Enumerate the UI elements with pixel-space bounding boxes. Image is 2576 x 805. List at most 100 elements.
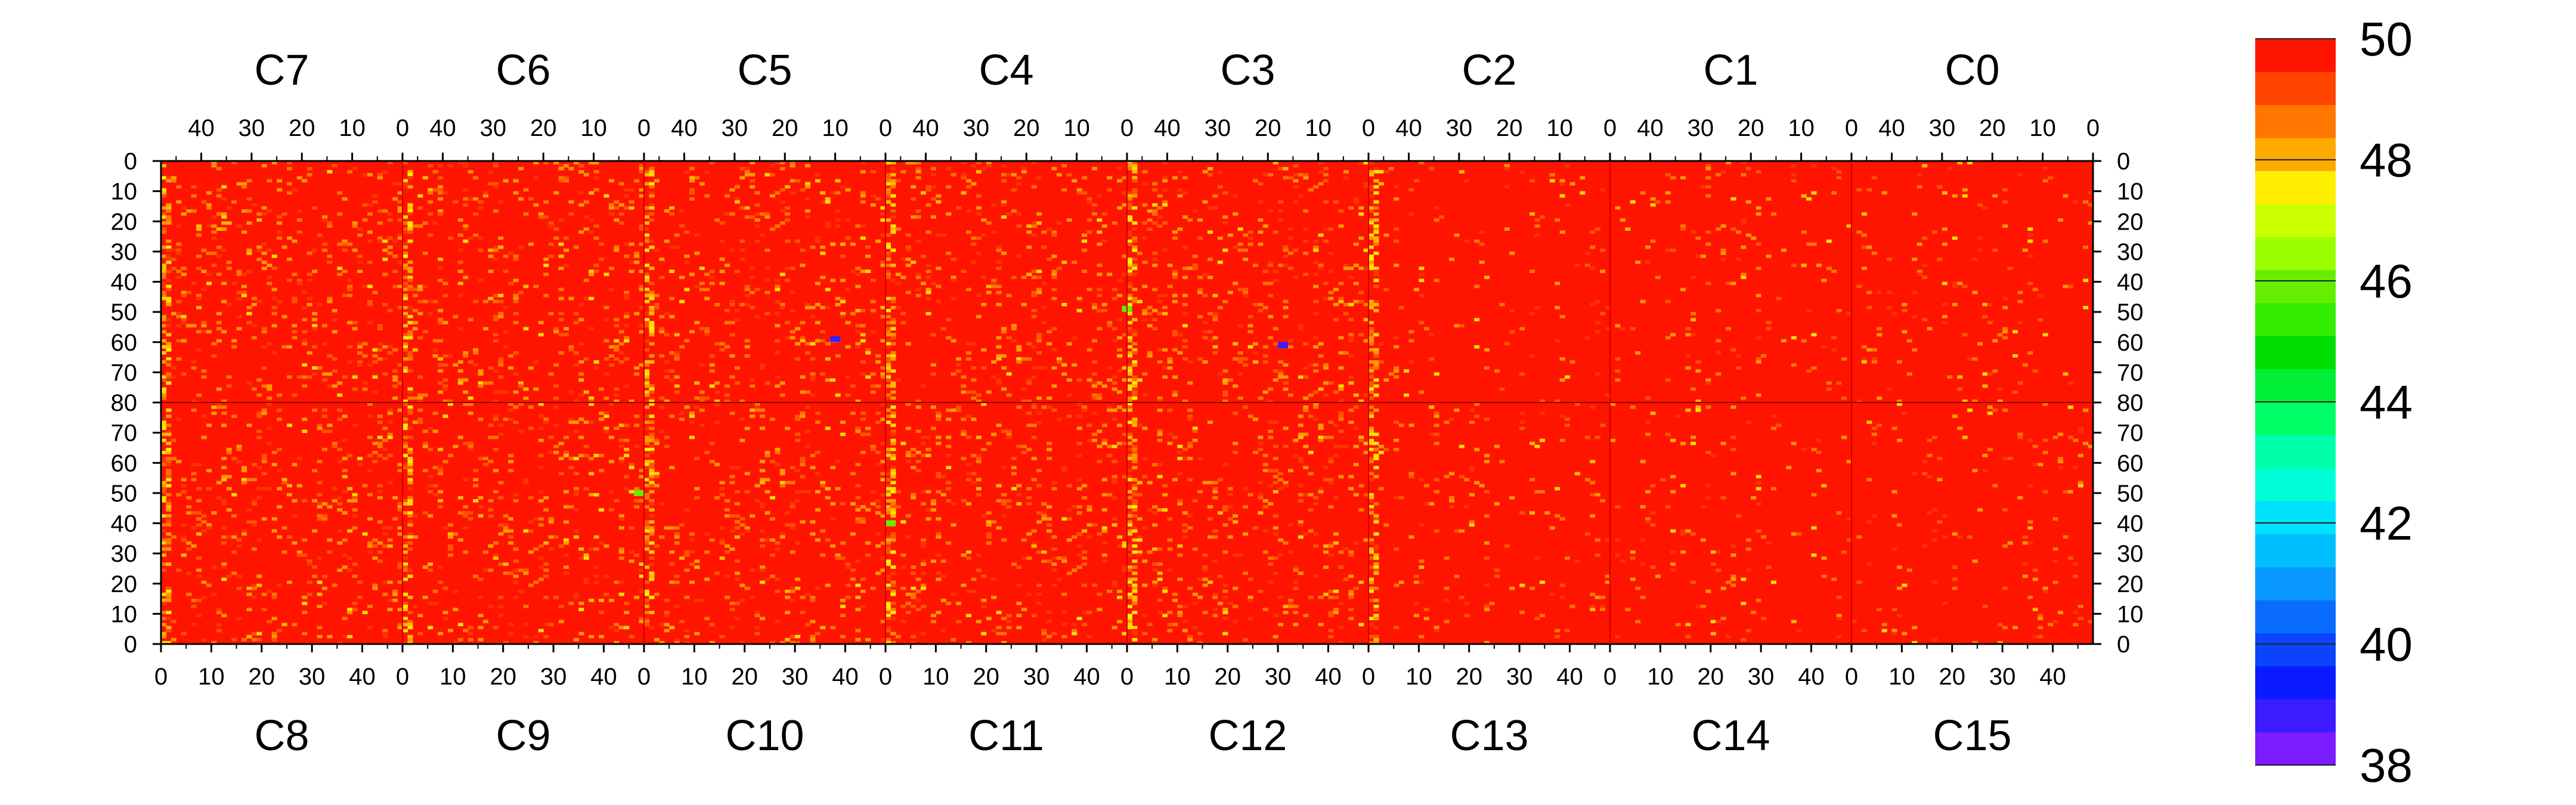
heat-cell bbox=[2017, 299, 2023, 304]
heat-cell bbox=[644, 381, 650, 385]
heat-cell bbox=[618, 626, 624, 630]
heat-cell bbox=[1101, 224, 1107, 228]
heat-cell bbox=[357, 463, 363, 466]
heat-cell bbox=[176, 242, 182, 246]
heat-cell bbox=[2022, 248, 2028, 252]
heat-cell bbox=[905, 233, 911, 237]
heat-cell bbox=[754, 218, 760, 222]
heat-cell bbox=[634, 499, 640, 503]
heat-cell bbox=[332, 309, 338, 312]
heat-cell bbox=[1056, 577, 1062, 581]
heat-cell bbox=[201, 270, 207, 273]
heat-cell bbox=[1716, 351, 1722, 355]
heat-cell bbox=[1313, 273, 1319, 276]
heat-cell bbox=[1097, 264, 1103, 267]
heat-cell bbox=[775, 287, 781, 292]
heat-cell bbox=[402, 402, 408, 406]
heat-cell bbox=[221, 502, 227, 506]
heat-cell bbox=[196, 517, 202, 521]
heat-cell bbox=[206, 526, 212, 530]
heat-cell bbox=[1856, 284, 1862, 289]
heat-cell bbox=[628, 206, 634, 210]
heat-cell bbox=[659, 396, 665, 400]
heat-cell bbox=[573, 493, 579, 497]
heat-cell bbox=[1272, 526, 1278, 530]
heat-cell bbox=[428, 312, 434, 315]
heat-cell bbox=[538, 333, 544, 337]
heat-cell bbox=[785, 206, 791, 210]
heat-cell bbox=[306, 562, 312, 566]
heat-cell bbox=[1202, 273, 1208, 276]
heat-cell bbox=[875, 420, 881, 425]
heat-cell bbox=[1202, 330, 1208, 334]
heat-cell bbox=[1383, 287, 1389, 292]
heat-cell bbox=[1212, 608, 1218, 611]
heat-cell bbox=[463, 227, 469, 231]
heat-cell bbox=[1222, 399, 1228, 403]
heat-cell bbox=[1373, 360, 1379, 364]
heat-cell bbox=[513, 574, 519, 578]
heat-cell bbox=[599, 258, 605, 261]
heat-cell bbox=[649, 173, 655, 177]
heat-cell bbox=[1066, 414, 1072, 418]
heat-cell bbox=[261, 261, 267, 264]
heat-cell bbox=[1262, 281, 1268, 286]
heat-cell bbox=[518, 290, 524, 295]
heat-cell bbox=[1293, 605, 1299, 608]
heat-cell bbox=[1132, 631, 1138, 636]
heat-cell bbox=[649, 296, 655, 301]
heat-cell bbox=[1127, 511, 1133, 515]
heat-cell bbox=[1091, 381, 1097, 385]
heat-cell bbox=[996, 611, 1002, 614]
heat-cell bbox=[402, 423, 408, 428]
heat-cell bbox=[412, 327, 418, 331]
heat-cell bbox=[508, 529, 514, 533]
heat-cell bbox=[895, 505, 901, 509]
heat-cell bbox=[946, 499, 952, 503]
heat-cell bbox=[855, 496, 861, 500]
heat-cell bbox=[166, 287, 172, 292]
heat-cell bbox=[699, 423, 705, 428]
heat-cell bbox=[1695, 254, 1701, 258]
heat-cell bbox=[488, 508, 494, 512]
heat-cell bbox=[649, 306, 655, 309]
heat-cell bbox=[669, 550, 675, 554]
heat-cell bbox=[1157, 508, 1163, 512]
heat-cell bbox=[186, 592, 192, 596]
heat-cell bbox=[1016, 212, 1022, 216]
heat-cell bbox=[890, 296, 896, 301]
heat-cell bbox=[795, 640, 801, 645]
heat-cell bbox=[624, 357, 630, 361]
heat-cell bbox=[1419, 273, 1425, 276]
heat-cell bbox=[261, 345, 267, 349]
heat-cell bbox=[1172, 230, 1178, 234]
heat-cell bbox=[573, 487, 579, 491]
heat-cell bbox=[518, 429, 524, 434]
heat-cell bbox=[166, 372, 172, 376]
heat-cell bbox=[2027, 281, 2033, 286]
heat-cell bbox=[467, 236, 473, 240]
heat-cell bbox=[956, 206, 962, 210]
heat-cell bbox=[1690, 312, 1696, 315]
heat-cell bbox=[1061, 372, 1067, 376]
heat-cell bbox=[513, 296, 519, 301]
heat-cell bbox=[1831, 167, 1837, 171]
heat-cell bbox=[1056, 556, 1062, 560]
heat-cell bbox=[779, 472, 785, 476]
heat-cell bbox=[1202, 336, 1208, 340]
heat-cell bbox=[1127, 281, 1133, 286]
heat-cell bbox=[161, 623, 167, 627]
heat-cell bbox=[1333, 287, 1339, 292]
heat-cell bbox=[1559, 179, 1565, 183]
heat-cell bbox=[196, 224, 202, 228]
heat-cell bbox=[1182, 302, 1188, 306]
heat-cell bbox=[2032, 287, 2038, 292]
heat-cell bbox=[618, 360, 624, 364]
heat-cell bbox=[684, 628, 690, 633]
heat-cell bbox=[1036, 176, 1042, 179]
heat-cell bbox=[161, 562, 167, 566]
heat-cell bbox=[1313, 299, 1319, 304]
heat-cell bbox=[251, 499, 257, 503]
heat-cell bbox=[553, 423, 559, 428]
heat-cell bbox=[231, 514, 237, 518]
